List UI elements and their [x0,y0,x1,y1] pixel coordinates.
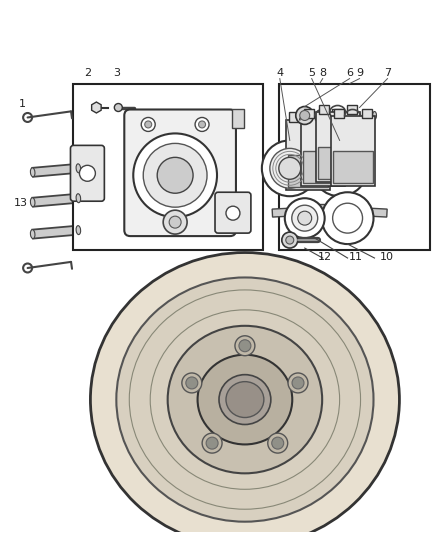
Bar [346,104,357,115]
Circle shape [268,433,288,453]
Text: 11: 11 [349,252,363,262]
Bar [32,193,79,207]
Bar [319,104,328,115]
Circle shape [198,121,205,128]
Bar [318,148,357,179]
Text: 8: 8 [319,68,326,78]
Ellipse shape [30,168,35,177]
Circle shape [279,157,301,179]
Bar [301,117,345,186]
Circle shape [195,117,209,132]
Bar [361,109,371,118]
Ellipse shape [219,375,271,424]
Circle shape [157,157,193,193]
Circle shape [300,110,310,120]
Text: 12: 12 [318,252,332,262]
Bar [288,155,328,187]
Circle shape [262,140,318,196]
Ellipse shape [117,278,374,522]
Circle shape [143,143,207,207]
Bar [303,151,343,183]
Circle shape [133,133,217,217]
Bar [332,109,342,118]
Bar [289,112,299,123]
Circle shape [292,205,318,231]
FancyBboxPatch shape [124,109,236,236]
Bar [32,164,79,177]
FancyBboxPatch shape [71,146,104,201]
Bar [317,112,327,123]
Circle shape [206,437,218,449]
Ellipse shape [76,193,81,203]
Bar [345,111,374,119]
Circle shape [296,107,314,124]
Ellipse shape [372,111,377,119]
Bar [32,225,79,239]
Circle shape [114,103,122,111]
Circle shape [141,117,155,132]
Bar [279,84,430,250]
Text: 4: 4 [276,68,283,78]
Text: 6: 6 [346,68,353,78]
Text: 13: 13 [14,198,28,208]
Bar [331,117,374,186]
Ellipse shape [76,164,81,173]
Text: 1: 1 [19,99,26,109]
Circle shape [286,236,294,244]
Circle shape [332,203,363,233]
Ellipse shape [30,198,35,207]
Bar [332,151,372,183]
Circle shape [79,165,95,181]
Bar [318,204,353,212]
Circle shape [292,377,304,389]
Circle shape [186,377,198,389]
Ellipse shape [168,326,322,473]
Text: 9: 9 [356,68,363,78]
Text: 3: 3 [113,68,120,78]
Bar [316,112,360,182]
Circle shape [282,232,298,248]
Bar [232,109,244,128]
Circle shape [182,373,202,393]
Text: 5: 5 [308,68,315,78]
Circle shape [202,433,222,453]
Circle shape [163,210,187,234]
Ellipse shape [76,225,81,235]
Ellipse shape [30,230,35,239]
Text: 2: 2 [84,68,91,78]
Ellipse shape [226,382,264,417]
Circle shape [321,192,374,244]
Circle shape [312,140,367,196]
Circle shape [272,437,284,449]
Circle shape [298,211,312,225]
Text: 10: 10 [379,252,393,262]
Circle shape [288,373,308,393]
Bar [304,109,314,118]
Circle shape [324,152,356,184]
Bar [334,109,343,118]
Bar [352,207,387,217]
Bar [74,84,263,250]
Circle shape [239,340,251,352]
FancyBboxPatch shape [215,192,251,233]
Circle shape [285,198,325,238]
Circle shape [235,336,255,356]
Ellipse shape [90,253,399,533]
Circle shape [226,206,240,220]
Circle shape [145,121,152,128]
Circle shape [270,148,310,188]
Ellipse shape [198,355,292,445]
Ellipse shape [343,111,346,119]
Bar [272,207,307,217]
Circle shape [169,216,181,228]
Text: 7: 7 [384,68,391,78]
Bar [286,120,330,190]
